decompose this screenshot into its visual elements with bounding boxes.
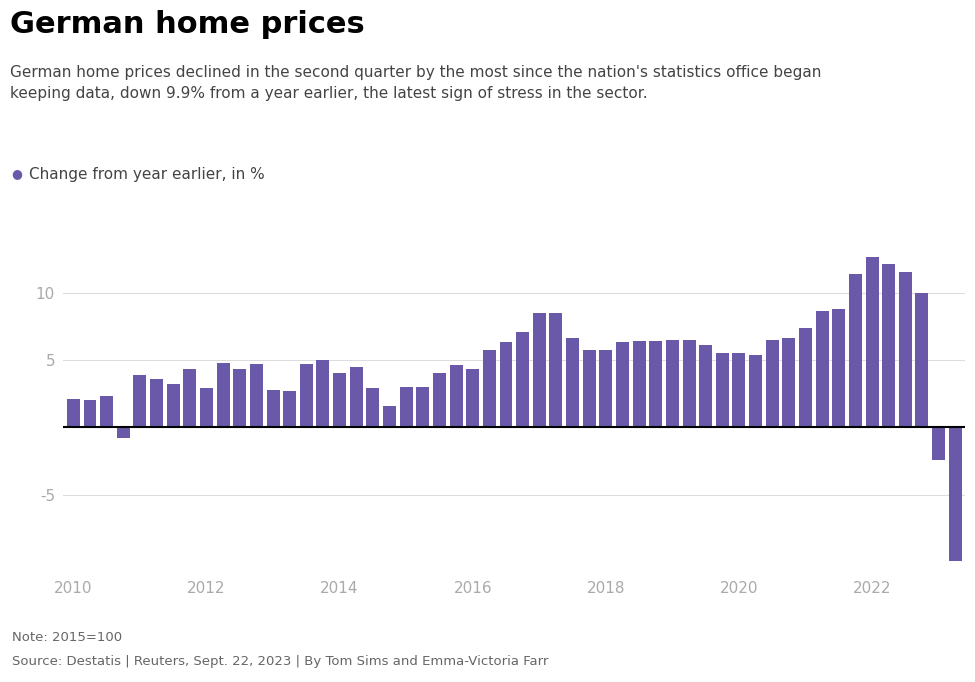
Bar (383, 406, 396, 428)
Bar (183, 370, 196, 428)
Bar (949, 428, 961, 561)
Bar (732, 353, 746, 428)
Bar (300, 364, 313, 428)
Bar (782, 338, 796, 428)
Bar (633, 341, 645, 428)
Bar (100, 396, 113, 428)
Bar (350, 367, 363, 428)
Text: ●: ● (12, 167, 22, 180)
Bar (84, 400, 97, 428)
Bar (233, 370, 247, 428)
Bar (849, 273, 862, 428)
Bar (67, 399, 80, 428)
Text: Source: Destatis | Reuters, Sept. 22, 2023 | By Tom Sims and Emma-Victoria Farr: Source: Destatis | Reuters, Sept. 22, 20… (12, 655, 548, 668)
Bar (566, 338, 579, 428)
Bar (882, 264, 895, 428)
Text: Note: 2015=100: Note: 2015=100 (12, 631, 122, 644)
Bar (250, 364, 263, 428)
Bar (117, 428, 130, 438)
Bar (317, 360, 330, 428)
Bar (266, 389, 280, 428)
Bar (400, 387, 412, 428)
Bar (499, 342, 513, 428)
Bar (666, 340, 679, 428)
Bar (150, 379, 163, 428)
Bar (816, 312, 829, 428)
Bar (583, 351, 596, 428)
Bar (866, 258, 878, 428)
Text: German home prices declined in the second quarter by the most since the nation's: German home prices declined in the secon… (10, 65, 821, 101)
Bar (483, 351, 496, 428)
Bar (699, 345, 712, 428)
Bar (433, 374, 446, 428)
Bar (283, 391, 296, 428)
Text: Change from year earlier, in %: Change from year earlier, in % (29, 167, 265, 182)
Bar (716, 353, 728, 428)
Bar (800, 327, 812, 428)
Bar (682, 340, 695, 428)
Bar (167, 384, 179, 428)
Bar (466, 370, 479, 428)
Bar (916, 293, 928, 428)
Bar (134, 374, 146, 428)
Bar (749, 355, 762, 428)
Bar (899, 272, 912, 428)
Bar (532, 313, 546, 428)
Bar (833, 309, 845, 428)
Bar (333, 374, 346, 428)
Bar (550, 313, 563, 428)
Bar (416, 387, 429, 428)
Bar (600, 351, 612, 428)
Bar (216, 363, 229, 428)
Bar (765, 340, 779, 428)
Text: German home prices: German home prices (10, 10, 365, 40)
Bar (200, 388, 213, 428)
Bar (932, 428, 945, 460)
Bar (616, 342, 629, 428)
Bar (516, 331, 529, 428)
Bar (449, 366, 462, 428)
Bar (367, 388, 379, 428)
Bar (649, 341, 662, 428)
